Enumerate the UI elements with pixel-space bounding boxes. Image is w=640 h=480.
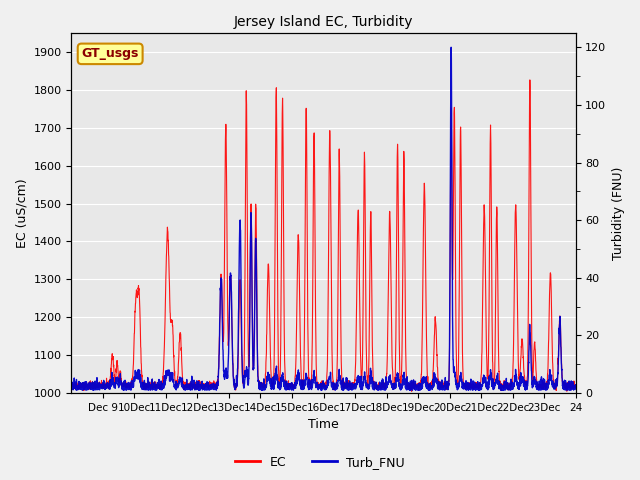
Y-axis label: EC (uS/cm): EC (uS/cm) [15,178,28,248]
Y-axis label: Turbidity (FNU): Turbidity (FNU) [612,167,625,260]
Title: Jersey Island EC, Turbidity: Jersey Island EC, Turbidity [234,15,413,29]
Legend: EC, Turb_FNU: EC, Turb_FNU [230,451,410,474]
X-axis label: Time: Time [308,419,339,432]
Text: GT_usgs: GT_usgs [81,48,139,60]
